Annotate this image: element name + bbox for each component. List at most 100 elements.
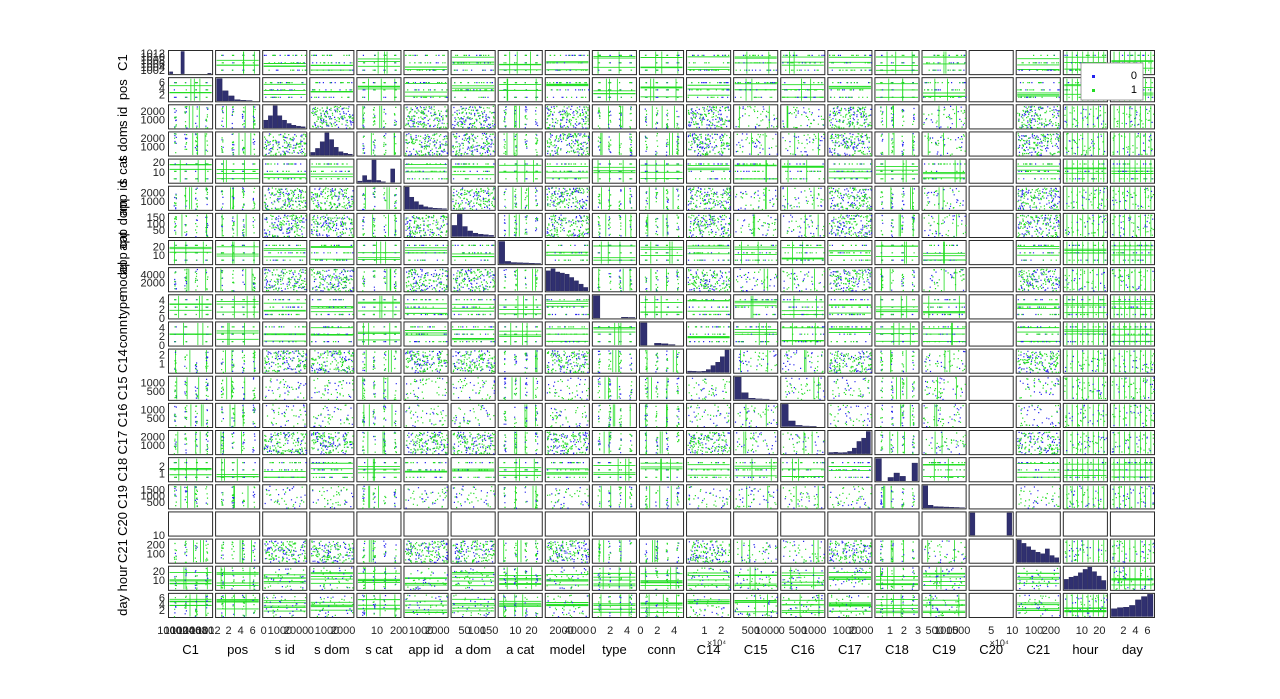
panel-r3-c7 bbox=[498, 132, 542, 156]
panel-r15-c20 bbox=[1110, 458, 1154, 482]
panel-r0-c18 bbox=[1016, 51, 1060, 75]
row-label: C17 bbox=[115, 431, 130, 455]
panel-r15-c15 bbox=[875, 458, 919, 482]
hist-bar bbox=[1117, 608, 1123, 617]
panel-r14-c17 bbox=[969, 431, 1013, 455]
panel-r1-c14 bbox=[828, 78, 872, 102]
legend-marker-1 bbox=[1092, 89, 1095, 92]
panel-r8-c13 bbox=[781, 268, 825, 292]
panel-r19-c5 bbox=[404, 566, 448, 590]
panel-r5-c5 bbox=[404, 186, 448, 210]
panel-r1-c4 bbox=[357, 78, 401, 102]
panel-r9-c11 bbox=[687, 295, 731, 319]
hist-bar bbox=[570, 278, 574, 291]
panel-frame bbox=[969, 349, 1013, 373]
row-label: C21 bbox=[115, 539, 130, 563]
panel-r3-c10 bbox=[639, 132, 683, 156]
hist-bar bbox=[1064, 579, 1068, 589]
panel-r6-c0 bbox=[169, 213, 213, 237]
panel-frame bbox=[922, 105, 966, 129]
panel-r4-c5 bbox=[404, 159, 448, 183]
panel-r2-c20 bbox=[1110, 105, 1154, 129]
column-tick-label: 1000 bbox=[802, 625, 826, 637]
panel-r19-c18 bbox=[1016, 566, 1060, 590]
panel-r13-c9 bbox=[592, 403, 636, 427]
hist-bar bbox=[315, 148, 319, 155]
panel-r0-c6 bbox=[451, 51, 495, 75]
panel-frame bbox=[592, 512, 636, 536]
column-tick-label: 6 bbox=[250, 625, 256, 637]
column-tick-label: 3 bbox=[915, 625, 921, 637]
panel-frame bbox=[969, 376, 1013, 400]
panel-r19-c10 bbox=[639, 566, 683, 590]
hist-bar bbox=[928, 505, 933, 508]
panel-r12-c11 bbox=[687, 376, 731, 400]
hist-bar bbox=[287, 124, 291, 128]
panel-r17-c12 bbox=[734, 512, 778, 536]
panel-r14-c15 bbox=[875, 431, 919, 455]
panel-r19-c12 bbox=[734, 566, 778, 590]
panel-r5-c6 bbox=[451, 186, 495, 210]
row-label: hour bbox=[115, 565, 130, 592]
panel-r2-c9 bbox=[592, 105, 636, 129]
panel-r13-c7 bbox=[498, 403, 542, 427]
panel-frame bbox=[263, 376, 307, 400]
panel-r13-c12 bbox=[734, 403, 778, 427]
panel-r2-c16 bbox=[922, 105, 966, 129]
hist-bar bbox=[1092, 572, 1096, 590]
hist-bar bbox=[796, 425, 803, 426]
panel-frame bbox=[969, 186, 1013, 210]
panel-r18-c14 bbox=[828, 539, 872, 563]
panel-frame bbox=[969, 213, 1013, 237]
panel-frame bbox=[734, 485, 778, 509]
column-tick-label: 0 bbox=[308, 625, 314, 637]
panel-r18-c10 bbox=[639, 539, 683, 563]
hist-bar bbox=[829, 453, 833, 454]
hist-bar bbox=[1017, 540, 1021, 562]
panel-r6-c7 bbox=[498, 213, 542, 237]
panel-frame bbox=[216, 349, 260, 373]
panel-r8-c14 bbox=[828, 268, 872, 292]
panel-r5-c9 bbox=[592, 186, 636, 210]
panel-r7-c10 bbox=[639, 241, 683, 265]
panel-r9-c10 bbox=[639, 295, 683, 319]
panel-r0-c4 bbox=[357, 51, 401, 75]
panel-r17-c6 bbox=[451, 512, 495, 536]
panel-frame bbox=[216, 431, 260, 455]
panel-r16-c7 bbox=[498, 485, 542, 509]
row-label: C19 bbox=[115, 485, 130, 509]
panel-frame bbox=[1110, 566, 1154, 590]
panel-r11-c14 bbox=[828, 349, 872, 373]
panel-r15-c0 bbox=[169, 458, 213, 482]
row-tick-label: 100 bbox=[147, 548, 165, 560]
panel-frame bbox=[357, 295, 401, 319]
panel-r3-c14 bbox=[828, 132, 872, 156]
hist-bar bbox=[339, 152, 343, 155]
panel-frame bbox=[734, 186, 778, 210]
panel-r18-c2 bbox=[263, 539, 307, 563]
panel-r15-c16 bbox=[922, 458, 966, 482]
column-label: app id bbox=[408, 642, 443, 657]
column-tick-label: 4 bbox=[624, 625, 630, 637]
panel-r3-c19 bbox=[1063, 132, 1107, 156]
hist-bar bbox=[1083, 569, 1087, 589]
panel-r6-c12 bbox=[734, 213, 778, 237]
panel-frame bbox=[1016, 512, 1060, 536]
panel-r2-c0 bbox=[169, 105, 213, 129]
column-label: s cat bbox=[365, 642, 393, 657]
panel-r4-c16 bbox=[922, 159, 966, 183]
panel-r16-c1 bbox=[216, 485, 260, 509]
row-label: s dom bbox=[115, 126, 130, 161]
panel-r1-c8 bbox=[545, 78, 589, 102]
panel-r3-c15 bbox=[875, 132, 919, 156]
panel-r15-c4 bbox=[357, 458, 401, 482]
panel-r0-c10 bbox=[639, 51, 683, 75]
panel-r4-c1 bbox=[216, 159, 260, 183]
panel-r12-c16 bbox=[922, 376, 966, 400]
panel-r19-c8 bbox=[545, 566, 589, 590]
panel-r4-c19 bbox=[1063, 159, 1107, 183]
hist-bar bbox=[410, 197, 414, 209]
panel-r5-c7 bbox=[498, 186, 542, 210]
hist-bar bbox=[857, 441, 861, 453]
